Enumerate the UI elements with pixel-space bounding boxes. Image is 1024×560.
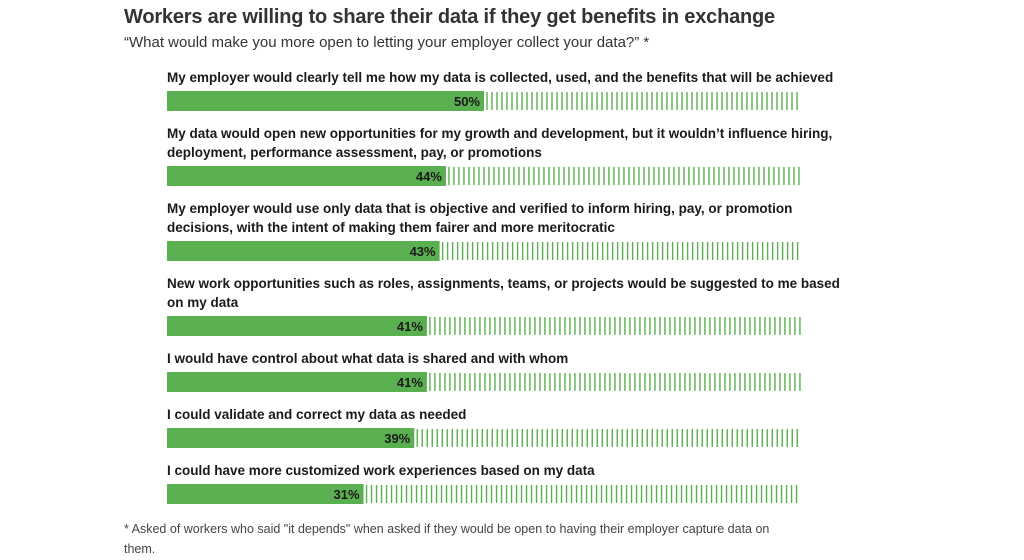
chart-title: Workers are willing to share their data … (124, 6, 775, 28)
category-label: My data would open new opportunities for… (167, 126, 832, 141)
category-label: I could validate and correct my data as … (167, 407, 466, 422)
category-label: My employer would use only data that is … (167, 201, 792, 216)
category-label: I would have control about what data is … (167, 351, 568, 366)
category-label: My employer would clearly tell me how my… (167, 70, 833, 85)
bar (167, 484, 364, 504)
bar (167, 241, 440, 261)
bar (167, 428, 415, 448)
bar (167, 316, 427, 336)
category-label: deployment, performance assessment, pay,… (167, 145, 542, 160)
value-label: 50% (454, 94, 480, 109)
value-label: 39% (384, 431, 410, 446)
bar-track-hatch (365, 485, 798, 503)
chart-subtitle: “What would make you more open to lettin… (124, 34, 650, 51)
chart-footnote: * Asked of workers who said "it depends"… (124, 522, 770, 556)
bar-track-hatch (486, 92, 798, 110)
value-label: 41% (397, 375, 423, 390)
category-label: I could have more customized work experi… (167, 463, 595, 478)
bar-track-hatch (448, 167, 800, 185)
value-label: 43% (410, 244, 436, 259)
bar (167, 166, 446, 186)
category-label: on my data (167, 295, 239, 310)
bar (167, 372, 427, 392)
value-label: 44% (416, 169, 442, 184)
bar-track-hatch (416, 429, 798, 447)
bar-track-hatch (441, 242, 799, 260)
value-label: 31% (334, 487, 360, 502)
bar-track-hatch (429, 373, 801, 391)
value-label: 41% (397, 319, 423, 334)
bar-track-hatch (429, 317, 801, 335)
category-label: New work opportunities such as roles, as… (167, 276, 840, 291)
category-label: decisions, with the intent of making the… (167, 220, 615, 235)
bar (167, 91, 484, 111)
